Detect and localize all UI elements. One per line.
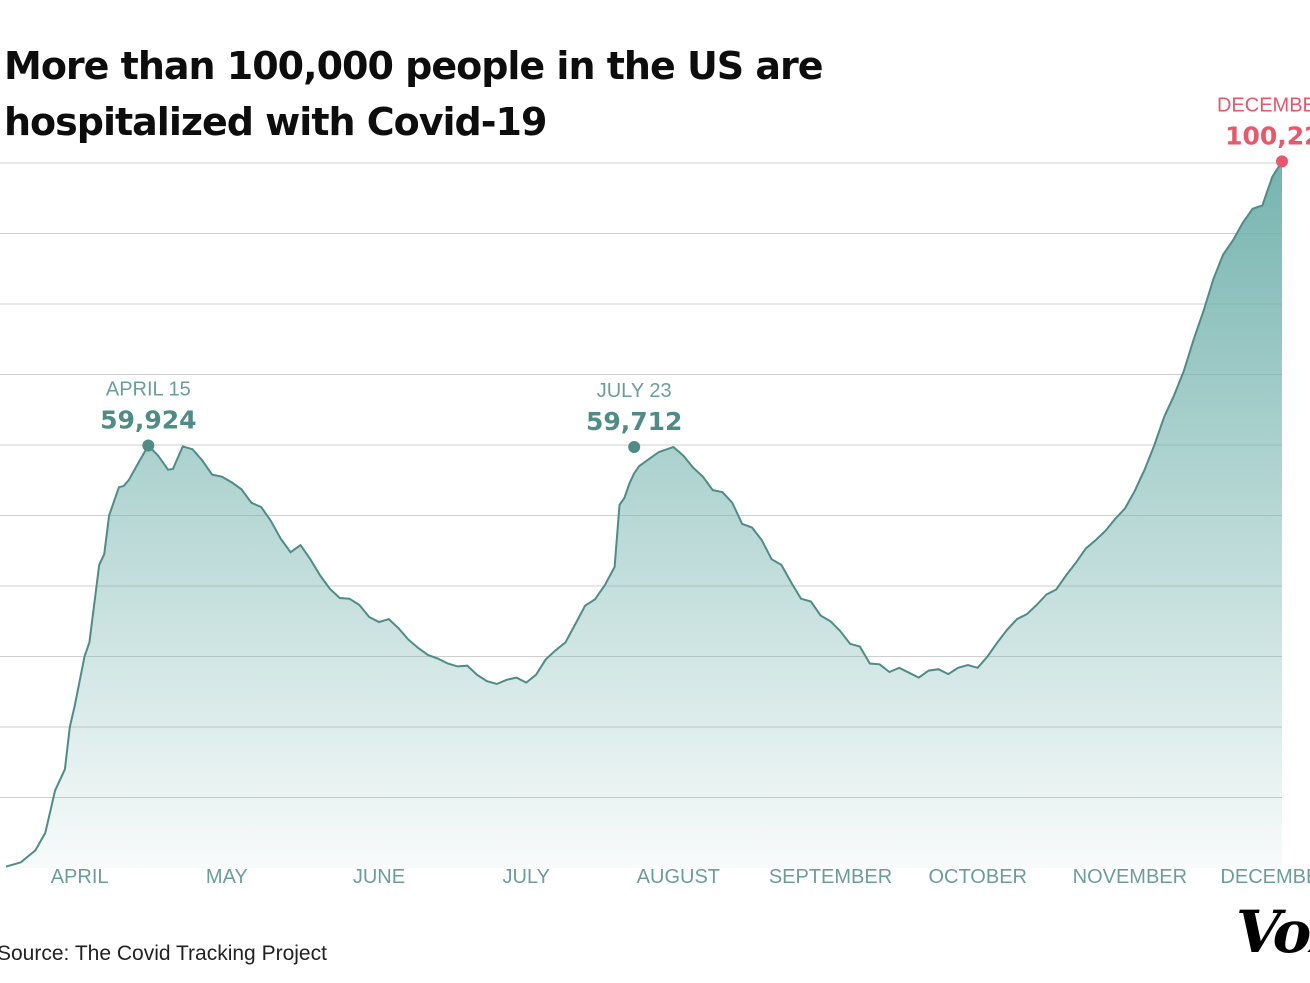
annotations: APRIL 15 59,924 JULY 23 59,712 DECEMBER 2 100… [100, 94, 1310, 454]
annotation-date-label: DECEMBER 2 [1217, 94, 1310, 116]
x-tick-label: OCTOBER [928, 866, 1027, 888]
x-tick-label: JULY [503, 866, 550, 888]
x-tick-label: APRIL [51, 866, 109, 888]
annotation-value-label: 100,226 [1225, 121, 1310, 150]
annotation-marker [1276, 155, 1288, 168]
annotation-value-label: 59,712 [586, 407, 682, 436]
annotation-date-label: APRIL 15 [106, 379, 191, 401]
x-axis-ticks: APRIL MAY JUNE JULY AUGUST SEPTEMBER OCTOBER NO… [51, 866, 1310, 888]
annotation-date-label: JULY 23 [597, 380, 672, 402]
source-note: Source: The Covid Tracking Project [0, 942, 327, 965]
annotation-value-label: 59,924 [100, 406, 196, 435]
annotation-marker [142, 439, 155, 452]
x-tick-label: MAY [206, 866, 248, 888]
x-tick-label: AUGUST [637, 866, 720, 888]
x-tick-label: NOVEMBER [1073, 866, 1187, 888]
annotation-marker [628, 441, 641, 454]
area-fill [6, 161, 1282, 868]
vox-logo: Vox [1236, 898, 1310, 966]
x-tick-label: JUNE [353, 866, 405, 888]
x-tick-label: DECEMBER [1220, 866, 1310, 888]
series-line [5, 160, 1283, 868]
x-tick-label: SEPTEMBER [769, 866, 892, 888]
chart-title: More than 100,000 people in the US are h… [4, 44, 824, 144]
